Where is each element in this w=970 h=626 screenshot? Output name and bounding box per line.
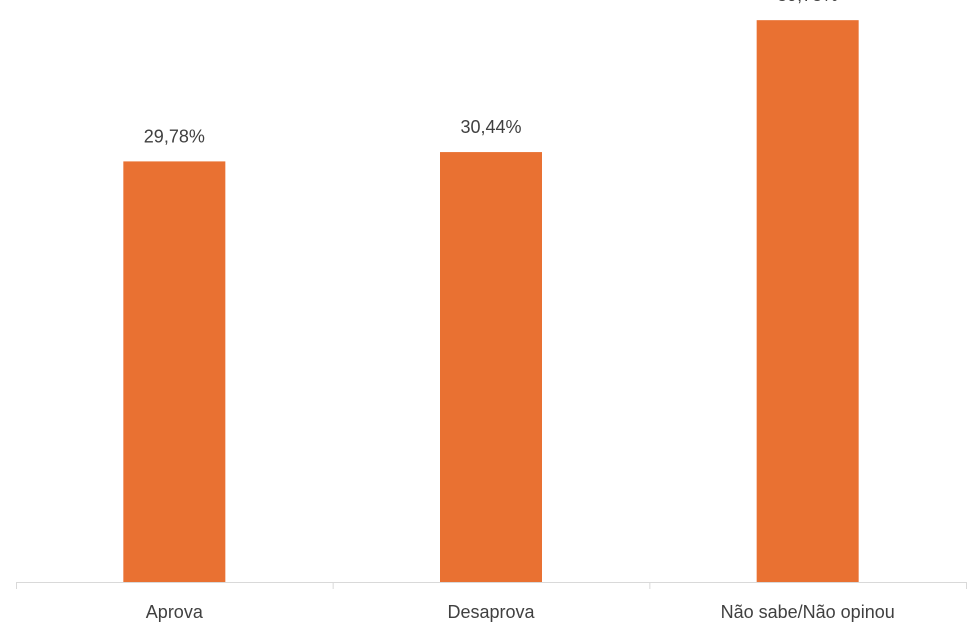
bar-1 (440, 152, 542, 582)
data-label-2: 39,78% (777, 0, 838, 5)
data-labels-group: 29,78% 30,44% 39,78% (144, 0, 838, 146)
x-tick-label-0: Aprova (146, 602, 204, 622)
x-tick-label-2: Não sabe/Não opinou (721, 602, 895, 622)
bar-2 (756, 20, 859, 583)
x-tick-label-1: Desaprova (447, 602, 535, 622)
x-axis (16, 582, 967, 589)
bars-group (123, 20, 859, 583)
x-tick-labels-group: Aprova Desaprova Não sabe/Não opinou (146, 602, 895, 622)
data-label-0: 29,78% (144, 126, 205, 146)
data-label-1: 30,44% (460, 117, 521, 137)
bar-0 (123, 161, 226, 583)
